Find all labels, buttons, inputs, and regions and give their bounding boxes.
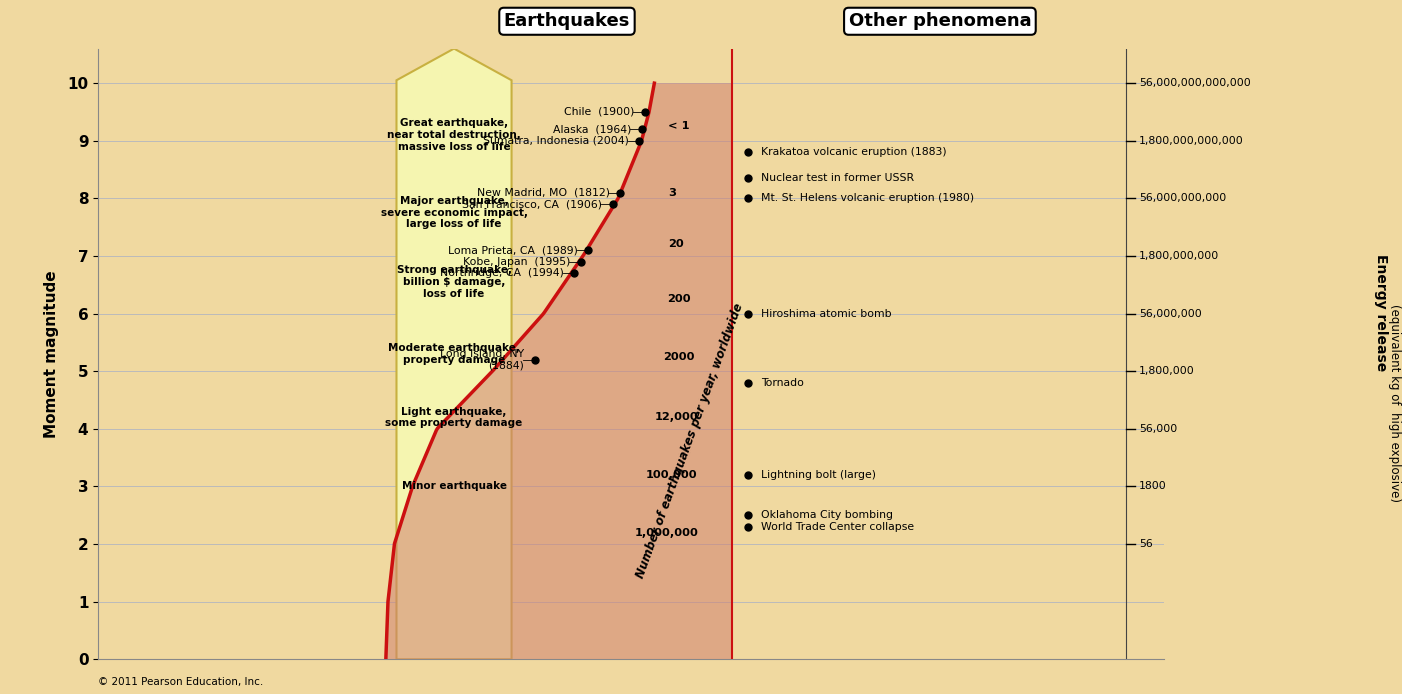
Text: 1,800,000,000: 1,800,000,000	[1140, 251, 1220, 261]
Text: Sumatra, Indonesia (2004): Sumatra, Indonesia (2004)	[482, 136, 628, 146]
Text: 56,000,000,000,000: 56,000,000,000,000	[1140, 78, 1251, 88]
Text: 56,000,000: 56,000,000	[1140, 309, 1202, 319]
Text: Lightning bolt (large): Lightning bolt (large)	[761, 470, 876, 480]
Text: © 2011 Pearson Education, Inc.: © 2011 Pearson Education, Inc.	[98, 677, 264, 687]
Text: Moderate earthquake,
property damage: Moderate earthquake, property damage	[388, 343, 520, 365]
Text: 20: 20	[669, 239, 684, 249]
Text: 1,800,000,000,000: 1,800,000,000,000	[1140, 136, 1244, 146]
Text: < 1: < 1	[669, 121, 690, 131]
Text: Kobe, Japan  (1995): Kobe, Japan (1995)	[463, 257, 571, 266]
Text: Krakatoa volcanic eruption (1883): Krakatoa volcanic eruption (1883)	[761, 147, 946, 158]
Text: Northridge, CA  (1994): Northridge, CA (1994)	[440, 269, 564, 278]
Text: 1,000,000: 1,000,000	[635, 527, 700, 538]
Text: 56: 56	[1140, 539, 1152, 549]
Text: 1800: 1800	[1140, 482, 1166, 491]
Polygon shape	[386, 83, 732, 659]
Text: Nuclear test in former USSR: Nuclear test in former USSR	[761, 174, 914, 183]
Text: 56,000: 56,000	[1140, 424, 1178, 434]
Text: Mt. St. Helens volcanic eruption (1980): Mt. St. Helens volcanic eruption (1980)	[761, 194, 974, 203]
Text: Number of earthquakes per year, worldwide: Number of earthquakes per year, worldwid…	[634, 301, 746, 579]
Text: Strong earthquake,
billion $ damage,
loss of life: Strong earthquake, billion $ damage, los…	[397, 265, 512, 298]
Text: New Madrid, MO  (1812): New Madrid, MO (1812)	[477, 187, 610, 198]
Text: Great earthquake,
near total destruction,
massive loss of life: Great earthquake, near total destruction…	[387, 119, 522, 151]
Text: Earthquakes: Earthquakes	[503, 12, 629, 31]
Text: Long Island, NY
(1884): Long Island, NY (1884)	[440, 349, 524, 371]
Polygon shape	[397, 49, 512, 659]
Text: (equivalent kg of  high explosive): (equivalent kg of high explosive)	[1388, 303, 1402, 502]
Text: 56,000,000,000: 56,000,000,000	[1140, 194, 1227, 203]
Text: Chile  (1900): Chile (1900)	[564, 107, 634, 117]
Text: Oklahoma City bombing: Oklahoma City bombing	[761, 510, 893, 520]
Text: Alaska  (1964): Alaska (1964)	[552, 124, 631, 134]
Text: 200: 200	[667, 294, 691, 304]
Text: 100,000: 100,000	[646, 470, 697, 480]
Y-axis label: Moment magnitude: Moment magnitude	[43, 270, 59, 438]
Text: Light earthquake,
some property damage: Light earthquake, some property damage	[386, 407, 523, 428]
Text: 3: 3	[669, 187, 676, 198]
Text: 2000: 2000	[663, 352, 694, 362]
Text: Energy release: Energy release	[1374, 254, 1388, 371]
Text: 12,000: 12,000	[655, 412, 698, 423]
Text: Major earthquake,
severe economic impact,
large loss of life: Major earthquake, severe economic impact…	[380, 196, 527, 230]
Text: Hiroshima atomic bomb: Hiroshima atomic bomb	[761, 309, 892, 319]
Text: World Trade Center collapse: World Trade Center collapse	[761, 522, 914, 532]
Text: Other phenomena: Other phenomena	[848, 12, 1032, 31]
Text: San Francisco, CA  (1906): San Francisco, CA (1906)	[463, 199, 601, 209]
Text: Tornado: Tornado	[761, 378, 803, 388]
Text: Minor earthquake: Minor earthquake	[401, 482, 506, 491]
Text: Loma Prieta, CA  (1989): Loma Prieta, CA (1989)	[447, 245, 578, 255]
Text: 1,800,000: 1,800,000	[1140, 366, 1195, 376]
